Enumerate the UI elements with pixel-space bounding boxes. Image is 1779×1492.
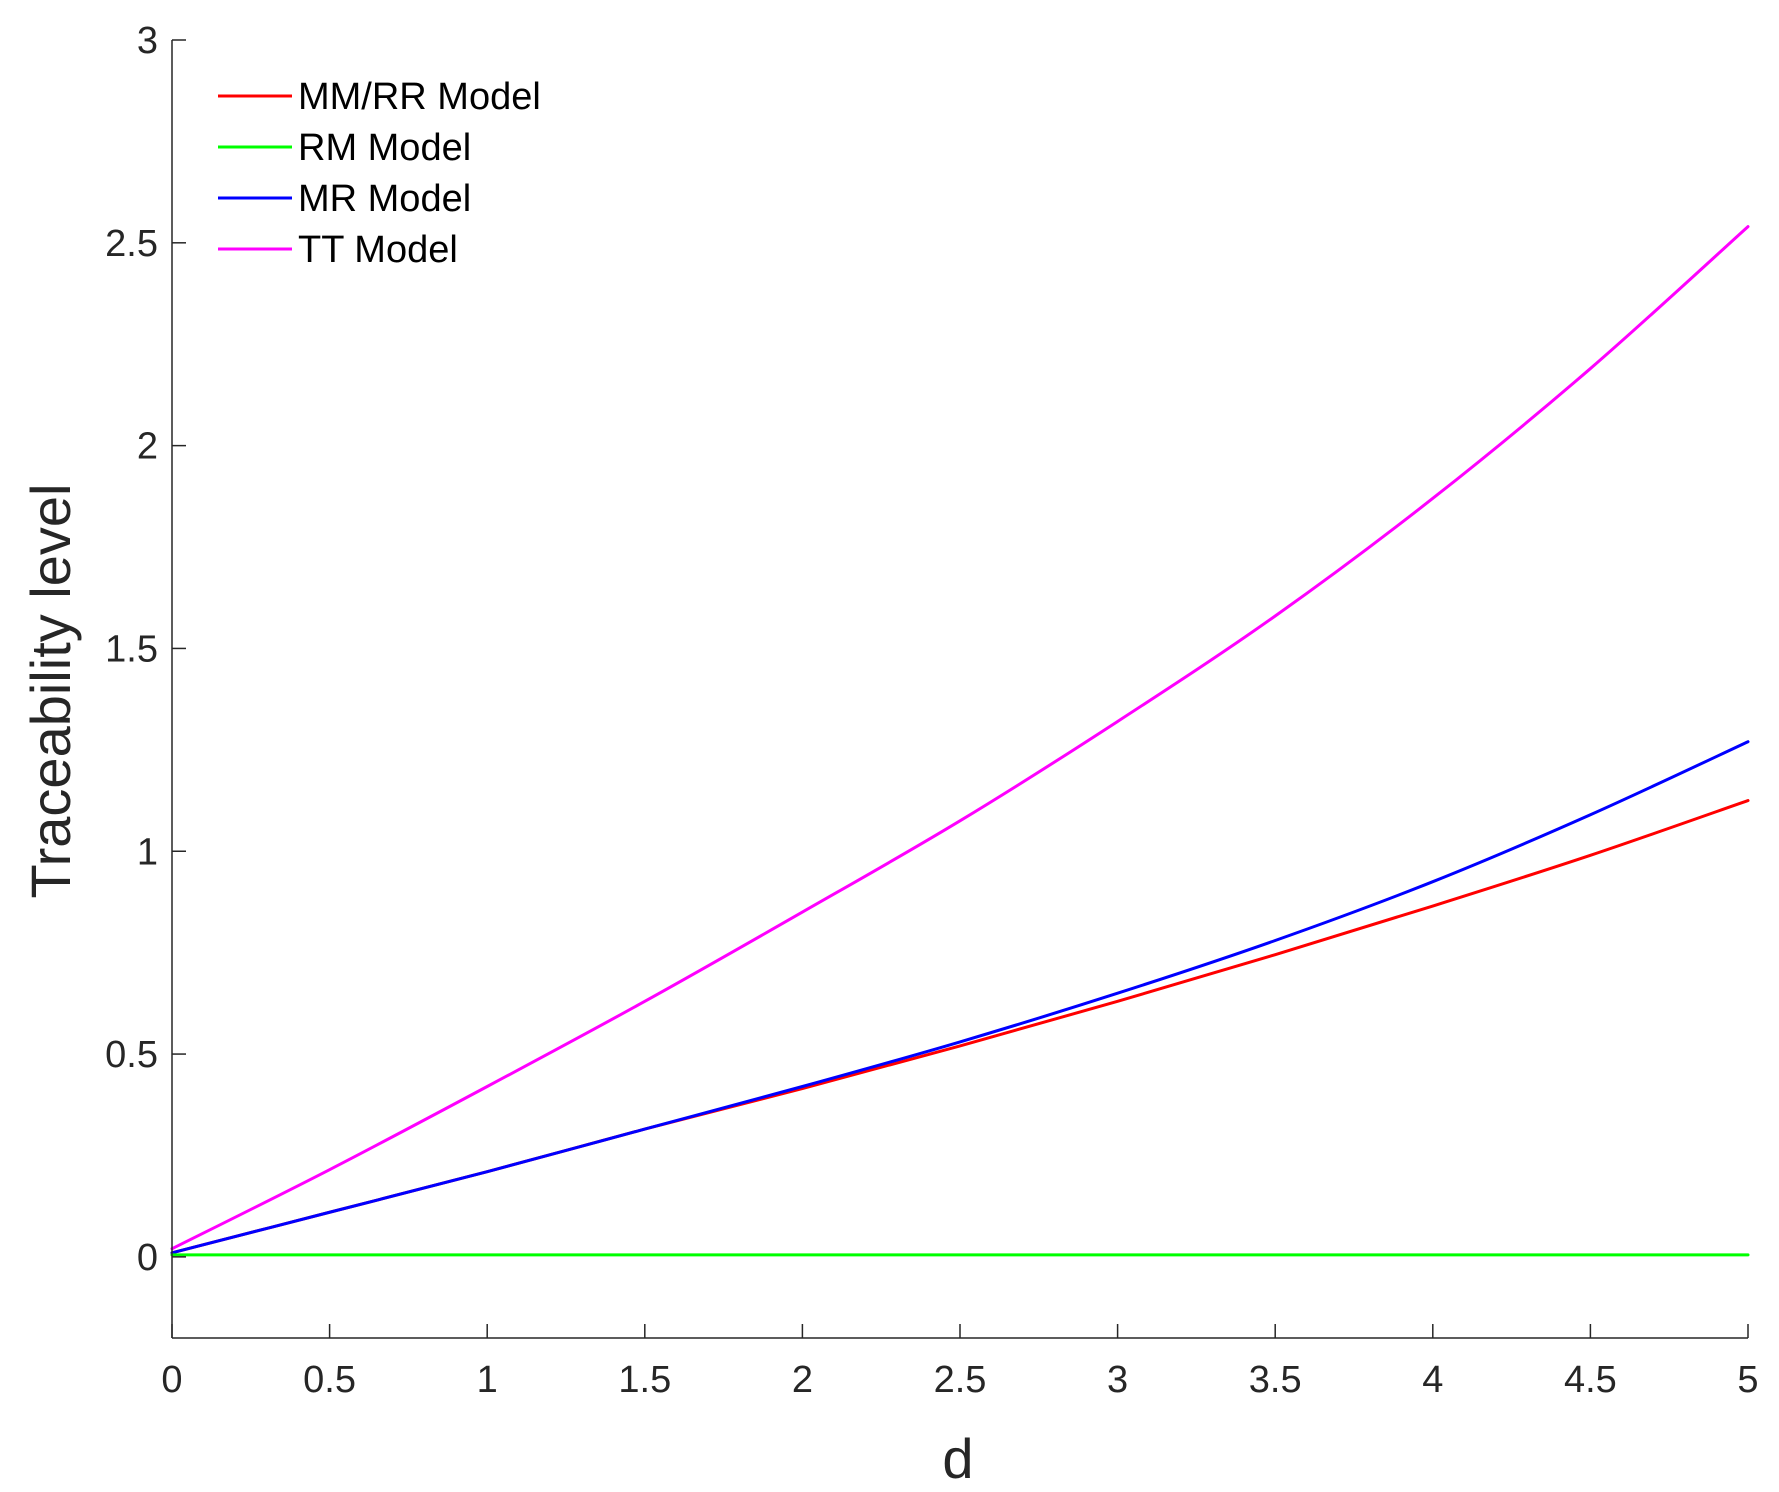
series-line-mm-rr-model	[170, 799, 1750, 1255]
legend-label-rm-model: RM Model	[298, 127, 471, 169]
x-tick-label: 2.5	[934, 1359, 987, 1401]
x-tick-label: 1.5	[618, 1359, 671, 1401]
x-tick-label: 4.5	[1564, 1359, 1617, 1401]
y-tick-label: 0.5	[105, 1034, 158, 1076]
y-tick-label: 2	[137, 426, 158, 468]
x-axis-label: d	[942, 1427, 973, 1490]
y-tick-label: 3	[137, 20, 158, 62]
legend-label-tt-model: TT Model	[298, 229, 458, 271]
x-tick-label: 0.5	[303, 1359, 356, 1401]
y-tick-label: 1	[137, 831, 158, 873]
y-tick-label: 0	[137, 1237, 158, 1279]
x-tick-label: 0	[161, 1359, 182, 1401]
x-tick-label: 3.5	[1249, 1359, 1302, 1401]
legend-label-mm-rr-model: MM/RR Model	[298, 76, 541, 118]
y-tick-label: 1.5	[105, 628, 158, 670]
x-tick-label: 5	[1737, 1359, 1758, 1401]
series-line-mr-model	[170, 740, 1750, 1255]
y-axis-label: Traceability level	[19, 484, 82, 899]
legend-label-mr-model: MR Model	[298, 178, 471, 220]
y-tick-label: 2.5	[105, 223, 158, 265]
series-line-tt-model	[170, 225, 1750, 1251]
x-tick-label: 3	[1107, 1359, 1128, 1401]
x-tick-label: 2	[792, 1359, 813, 1401]
x-tick-label: 1	[477, 1359, 498, 1401]
axes: 0 0.5 1 1.5 2 2.5 3 3.5 4 4.5 5 0 0.5 1 1.5 2 2.5 3	[105, 20, 1758, 1401]
series-layer	[170, 225, 1750, 1257]
legend: MM/RR Model RM Model MR Model TT Model	[218, 76, 541, 271]
x-tick-label: 4	[1422, 1359, 1443, 1401]
